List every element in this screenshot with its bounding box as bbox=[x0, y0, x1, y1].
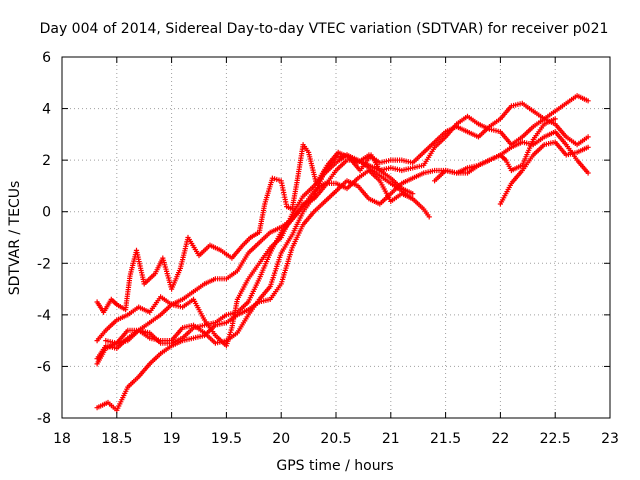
x-tick-label: 22 bbox=[491, 431, 509, 447]
y-tick-label: -2 bbox=[37, 256, 51, 272]
series-track-5 bbox=[94, 100, 591, 367]
x-tick-label: 21 bbox=[382, 431, 400, 447]
x-tick-label: 21.5 bbox=[430, 431, 461, 447]
y-tick-label: 4 bbox=[42, 102, 51, 118]
x-tick-label: 19.5 bbox=[211, 431, 242, 447]
series-markers bbox=[103, 157, 416, 346]
y-tick-label: -8 bbox=[37, 411, 51, 427]
series-markers bbox=[94, 93, 591, 315]
x-tick-label: 19 bbox=[163, 431, 181, 447]
y-tick-label: 2 bbox=[42, 153, 51, 169]
series-track-3 bbox=[94, 152, 416, 349]
x-tick-label: 22.5 bbox=[540, 431, 571, 447]
series-track-8 bbox=[497, 139, 591, 207]
y-tick-label: 6 bbox=[42, 50, 51, 66]
y-tick-label: -4 bbox=[37, 308, 51, 324]
series-group bbox=[94, 93, 591, 413]
x-tick-label: 18 bbox=[53, 431, 71, 447]
series-markers bbox=[94, 152, 416, 349]
x-tick-label: 18.5 bbox=[101, 431, 132, 447]
grid bbox=[62, 57, 610, 418]
axis-ticks: 18 18.5 19 19.5 20 20.5 21 21.5 22 22.5 23-8-6-4-2… bbox=[37, 50, 619, 447]
y-tick-label: -6 bbox=[37, 359, 51, 375]
x-tick-label: 20.5 bbox=[320, 431, 351, 447]
y-axis-label: SDTVAR / TECUs bbox=[7, 181, 23, 296]
series-track-1 bbox=[94, 93, 591, 315]
series-track-6 bbox=[103, 157, 416, 346]
chart-title: Day 004 of 2014, Sidereal Day-to-day VTE… bbox=[40, 21, 609, 37]
x-tick-label: 23 bbox=[601, 431, 619, 447]
x-axis-label: GPS time / hours bbox=[276, 458, 393, 474]
y-tick-label: 0 bbox=[42, 205, 51, 221]
x-tick-label: 20 bbox=[272, 431, 290, 447]
series-track-7 bbox=[432, 116, 558, 184]
